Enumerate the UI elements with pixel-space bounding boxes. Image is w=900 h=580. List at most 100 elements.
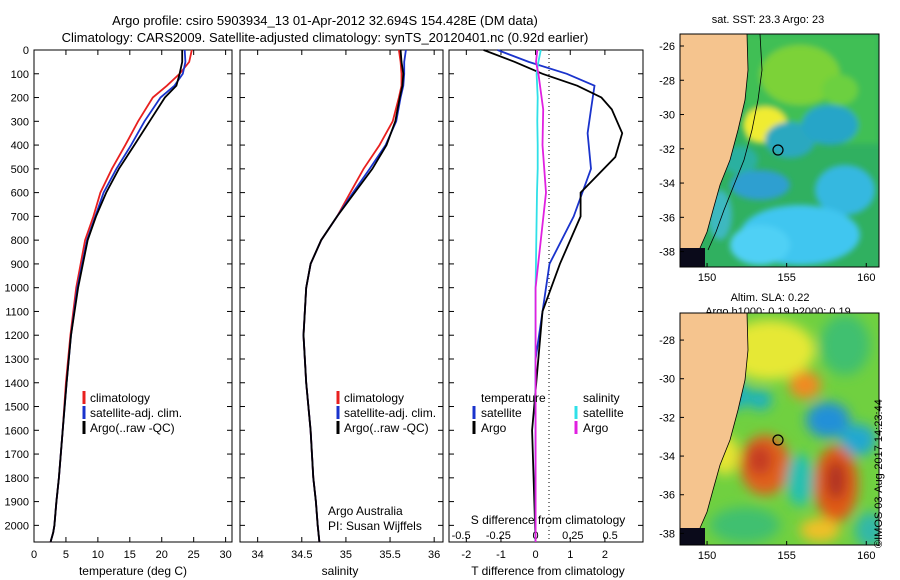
x-tick-label: -1 bbox=[496, 549, 506, 561]
y-tick-label: 900 bbox=[11, 259, 29, 271]
s-tick-label: -0.5 bbox=[452, 530, 471, 542]
difference-legend: temperature salinity satellite Argo sate… bbox=[472, 391, 624, 435]
series-argo bbox=[49, 50, 184, 543]
legend-label-t-satellite: satellite bbox=[481, 406, 522, 420]
s-difference-label: S difference from climatology bbox=[471, 513, 626, 527]
legend-label-satellite: satellite-adj. clim. bbox=[90, 406, 182, 420]
legend-label-s-satellite: satellite bbox=[583, 406, 624, 420]
legend-title-salinity: salinity bbox=[583, 391, 620, 405]
sst-title: sat. SST: 23.3 Argo: 23 bbox=[712, 14, 825, 26]
y-tick-label: 0 bbox=[23, 45, 29, 57]
org-label: Argo Australia bbox=[328, 504, 403, 518]
y-tick-label: 1000 bbox=[5, 283, 29, 295]
difference-ticks: -2 -1 0 1 2-0.5 -0.25 0 0.25 0.5 bbox=[452, 50, 618, 561]
x-tick-label: 30 bbox=[219, 549, 231, 561]
y-tick-label: 1600 bbox=[5, 425, 29, 437]
map-x-tick-label: 160 bbox=[857, 550, 875, 562]
temperature-ticks: 0 5 10 15 20 25 30 bbox=[31, 50, 232, 561]
series-t-satellite bbox=[497, 49, 596, 542]
y-tick-label: 1100 bbox=[5, 306, 29, 318]
map-y-tick-label: -38 bbox=[659, 247, 675, 259]
salinity-ticks: 34 34.5 35 35.5 36 bbox=[252, 50, 440, 561]
sla-title-1: Altim. SLA: 0.22 bbox=[731, 292, 810, 304]
profile-lines bbox=[49, 49, 624, 543]
series-climatology bbox=[302, 49, 403, 543]
series-t-argo bbox=[483, 49, 624, 543]
map-y-tick-label: -28 bbox=[659, 335, 675, 347]
sla-ticks: 150 155 160 -28 -30 -32 -34 -36 -38 bbox=[659, 335, 875, 562]
series-s-argo bbox=[534, 49, 547, 542]
y-tick-label: 700 bbox=[11, 211, 29, 223]
y-tick-label: 1700 bbox=[5, 449, 29, 461]
x-tick-label: 36 bbox=[428, 549, 440, 561]
s-tick-label: 0.5 bbox=[602, 530, 617, 542]
temperature-xlabel: temperature (deg C) bbox=[79, 564, 187, 578]
sst-argo-position-marker bbox=[772, 144, 784, 156]
map-y-tick-label: -30 bbox=[659, 374, 675, 386]
sla-argo-position-marker bbox=[772, 434, 784, 446]
y-tick-label: 300 bbox=[11, 116, 29, 128]
map-y-tick-label: -28 bbox=[659, 75, 675, 87]
difference-panel-frame bbox=[448, 49, 644, 543]
legend-label-argo: Argo(..raw -QC) bbox=[90, 421, 175, 435]
depth-ticks: 0 100 200 300 400 500 600 700 800 900 1000 1100 1200… bbox=[5, 45, 643, 532]
legend-label-climatology: climatology bbox=[344, 391, 404, 405]
y-tick-label: 200 bbox=[11, 93, 29, 105]
y-tick-label: 100 bbox=[11, 69, 29, 81]
x-tick-label: -2 bbox=[461, 549, 471, 561]
map-x-tick-label: 155 bbox=[777, 550, 795, 562]
x-tick-label: 0 bbox=[31, 549, 37, 561]
x-tick-label: 34.5 bbox=[291, 549, 312, 561]
map-y-tick-label: -36 bbox=[659, 212, 675, 224]
y-tick-label: 1800 bbox=[5, 473, 29, 485]
legend-title-temperature: temperature bbox=[481, 391, 546, 405]
s-tick-label: -0.25 bbox=[486, 530, 511, 542]
temperature-legend: climatology satellite-adj. clim. Argo(..… bbox=[82, 391, 182, 435]
x-tick-label: 10 bbox=[92, 549, 104, 561]
sst-ticks: 150 155 160 -26 -28 -30 -32 -34 -36 -38 bbox=[659, 41, 875, 284]
title-line-2: Climatology: CARS2009. Satellite-adjuste… bbox=[61, 30, 589, 45]
y-tick-label: 1300 bbox=[5, 354, 29, 366]
difference-xlabel: T difference from climatology bbox=[471, 564, 625, 578]
y-tick-label: 500 bbox=[11, 164, 29, 176]
x-tick-label: 15 bbox=[124, 549, 136, 561]
map-y-tick-label: -36 bbox=[659, 490, 675, 502]
s-tick-label: 0.25 bbox=[562, 530, 583, 542]
legend-label-s-argo: Argo bbox=[583, 421, 609, 435]
y-tick-label: 1500 bbox=[5, 402, 29, 414]
y-tick-label: 1400 bbox=[5, 378, 29, 390]
map-y-tick-label: -32 bbox=[659, 144, 675, 156]
series-climatology bbox=[49, 49, 193, 543]
legend-label-t-argo: Argo bbox=[481, 421, 507, 435]
sst-map-frame bbox=[679, 33, 880, 268]
y-tick-label: 1900 bbox=[5, 497, 29, 509]
x-tick-label: 2 bbox=[602, 549, 608, 561]
map-x-tick-label: 150 bbox=[698, 272, 716, 284]
salinity-xlabel: salinity bbox=[322, 564, 359, 578]
pi-label: PI: Susan Wijffels bbox=[328, 519, 422, 533]
x-tick-label: 1 bbox=[567, 549, 573, 561]
temperature-panel-frame bbox=[33, 49, 233, 543]
map-x-tick-label: 160 bbox=[857, 272, 875, 284]
y-tick-label: 2000 bbox=[5, 520, 29, 532]
map-y-tick-label: -32 bbox=[659, 412, 675, 424]
imos-timestamp: ©IMOS 03-Aug-2017 14:23:44 bbox=[873, 399, 885, 548]
x-tick-label: 0 bbox=[533, 549, 539, 561]
x-tick-label: 25 bbox=[188, 549, 200, 561]
map-y-tick-label: -30 bbox=[659, 110, 675, 122]
map-y-tick-label: -34 bbox=[659, 178, 675, 190]
map-y-tick-label: -38 bbox=[659, 528, 675, 540]
salinity-panel-frame bbox=[239, 49, 444, 543]
sla-map-frame bbox=[679, 312, 880, 546]
x-tick-label: 34 bbox=[252, 549, 264, 561]
series-satellite bbox=[49, 49, 187, 543]
x-tick-label: 20 bbox=[156, 549, 168, 561]
y-tick-label: 1200 bbox=[5, 330, 29, 342]
salinity-legend: climatology satellite-adj. clim. Argo(..… bbox=[336, 391, 436, 435]
x-tick-label: 5 bbox=[63, 549, 69, 561]
y-tick-label: 800 bbox=[11, 235, 29, 247]
y-tick-label: 600 bbox=[11, 188, 29, 200]
x-tick-label: 35.5 bbox=[379, 549, 400, 561]
map-y-tick-label: -34 bbox=[659, 451, 675, 463]
